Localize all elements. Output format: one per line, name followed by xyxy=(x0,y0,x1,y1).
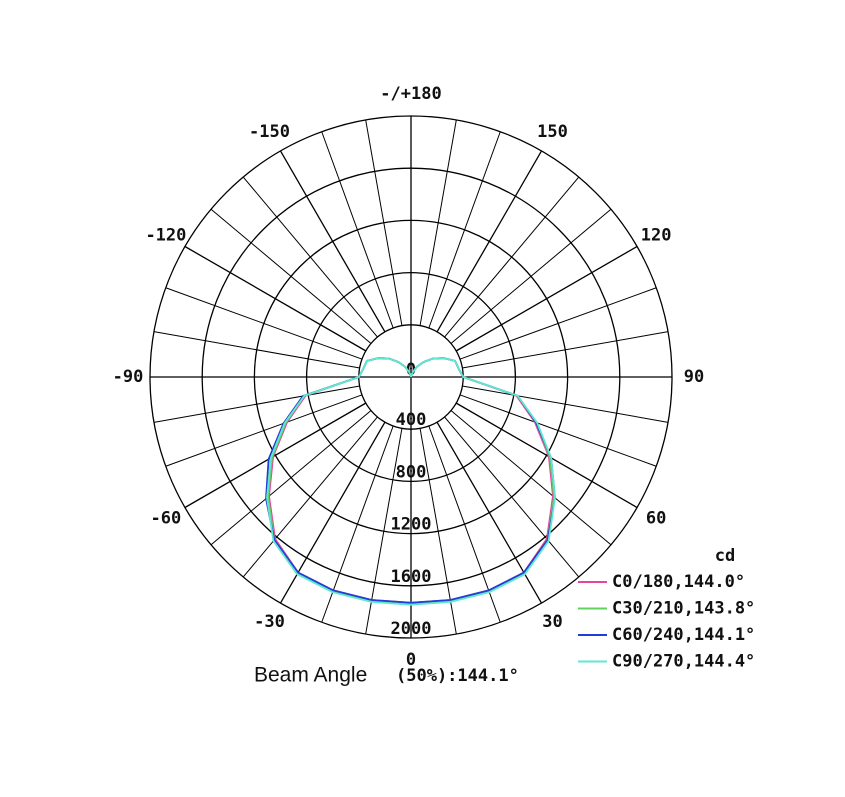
spoke xyxy=(459,394,657,467)
angle-grid-line xyxy=(436,421,543,604)
legend-label: C60/240,144.1° xyxy=(612,625,755,645)
spoke xyxy=(321,131,394,329)
spoke xyxy=(459,287,657,360)
spoke xyxy=(210,410,372,546)
angle-tick-label: -/+180 xyxy=(380,84,441,104)
beam-angle-label: Beam Angle xyxy=(254,664,367,687)
r-tick-label: 1600 xyxy=(391,567,432,587)
angle-tick-label: 60 xyxy=(646,509,666,529)
angle-grid-line xyxy=(436,150,543,333)
angle-grid-line xyxy=(455,402,638,509)
r-tick-label: 400 xyxy=(396,410,427,430)
spoke xyxy=(462,331,669,369)
spoke xyxy=(450,410,612,546)
angle-tick-label: -30 xyxy=(254,612,285,632)
r-tick-label: 2000 xyxy=(391,619,432,639)
spoke xyxy=(419,119,457,326)
angle-tick-label: 120 xyxy=(641,226,672,246)
spoke xyxy=(210,208,372,344)
legend-label: C30/210,143.8° xyxy=(612,599,755,619)
angle-tick-label: -60 xyxy=(151,509,182,529)
r-tick-label: 800 xyxy=(396,462,427,482)
angle-grid-line xyxy=(455,245,638,352)
unit-label: cd xyxy=(715,546,735,566)
spoke xyxy=(450,208,612,344)
angle-tick-label: 0 xyxy=(406,650,416,670)
spoke xyxy=(242,176,378,338)
angle-tick-label: -120 xyxy=(145,226,186,246)
spoke xyxy=(365,119,403,326)
spoke xyxy=(444,416,580,578)
spoke xyxy=(444,176,580,338)
angle-tick-label: -150 xyxy=(249,122,290,142)
spoke xyxy=(321,425,394,623)
angle-grid-line xyxy=(279,421,386,604)
r-tick-label: 0 xyxy=(406,360,416,380)
spoke xyxy=(242,416,378,578)
spoke xyxy=(462,385,669,423)
spoke xyxy=(153,385,360,423)
spoke xyxy=(153,331,360,369)
angle-tick-label: 90 xyxy=(684,367,704,387)
angle-tick-label: -90 xyxy=(113,367,144,387)
legend-label: C0/180,144.0° xyxy=(612,572,745,592)
angle-grid-line xyxy=(279,150,386,333)
series-line xyxy=(266,357,556,606)
r-tick-label: 1200 xyxy=(391,515,432,535)
beam-angle-value: (50%):144.1° xyxy=(396,666,519,686)
spoke xyxy=(165,287,363,360)
spoke xyxy=(428,131,501,329)
angle-tick-label: 150 xyxy=(537,122,568,142)
spoke xyxy=(428,425,501,623)
angle-grid-line xyxy=(184,402,367,509)
angle-tick-label: 30 xyxy=(542,612,562,632)
legend-label: C90/270,144.4° xyxy=(612,652,755,672)
angle-grid-line xyxy=(184,245,367,352)
spoke xyxy=(165,394,363,467)
